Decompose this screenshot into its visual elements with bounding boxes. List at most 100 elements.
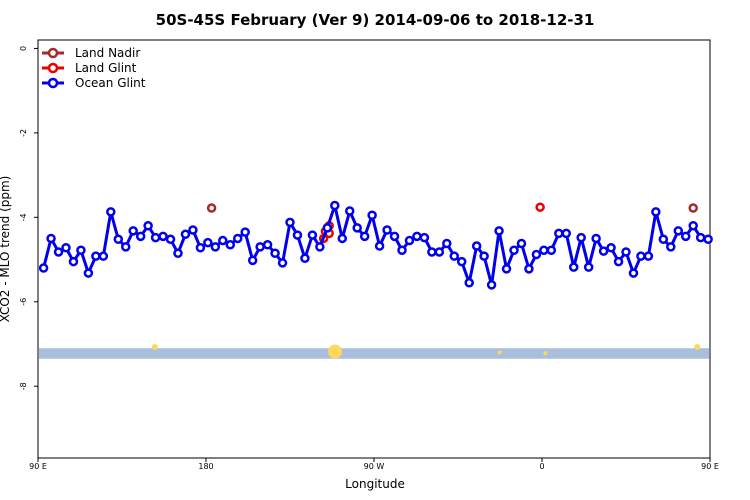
data-point-ocean-glint bbox=[561, 228, 572, 239]
data-point-ocean-glint bbox=[621, 247, 631, 257]
data-point-ocean-glint bbox=[203, 237, 213, 248]
data-point-ocean-glint bbox=[188, 225, 198, 235]
x-tick-label: 0 bbox=[539, 462, 544, 471]
data-point-ocean-glint bbox=[412, 231, 422, 242]
data-point-ocean-glint bbox=[218, 235, 228, 246]
data-point-ocean-glint bbox=[568, 262, 579, 272]
data-point-ocean-glint bbox=[143, 221, 153, 231]
data-point-ocean-glint bbox=[337, 233, 348, 244]
data-point-land-nadir bbox=[688, 203, 698, 213]
land-marker bbox=[694, 343, 701, 350]
data-point-ocean-glint bbox=[135, 231, 146, 242]
data-point-ocean-glint bbox=[83, 268, 94, 278]
data-point-ocean-glint bbox=[651, 207, 661, 217]
data-point-ocean-glint bbox=[292, 230, 303, 240]
data-point-ocean-glint bbox=[576, 232, 586, 243]
data-point-ocean-glint bbox=[658, 234, 669, 245]
data-point-ocean-glint bbox=[613, 256, 624, 267]
land-band bbox=[39, 348, 709, 359]
data-point-ocean-glint bbox=[98, 251, 109, 261]
chart-title: 50S-45S February (Ver 9) 2014-09-06 to 2… bbox=[156, 11, 595, 29]
data-point-ocean-glint bbox=[255, 242, 265, 252]
x-tick-label: 90 W bbox=[364, 462, 385, 471]
data-point-ocean-glint bbox=[367, 210, 377, 220]
data-point-ocean-glint bbox=[91, 251, 101, 261]
data-point-ocean-glint bbox=[165, 234, 176, 245]
data-point-ocean-glint bbox=[449, 251, 460, 261]
data-point-ocean-glint bbox=[434, 247, 445, 257]
y-tick-label: 0 bbox=[19, 46, 28, 51]
data-point-ocean-glint bbox=[680, 231, 691, 242]
data-point-ocean-glint bbox=[300, 253, 310, 264]
data-point-ocean-glint bbox=[225, 240, 236, 250]
y-tick-label: -6 bbox=[19, 298, 28, 306]
data-point-ocean-glint bbox=[262, 240, 273, 250]
data-point-ocean-glint bbox=[419, 232, 430, 243]
data-point-ocean-glint bbox=[359, 231, 370, 242]
data-point-ocean-glint bbox=[703, 234, 713, 245]
data-point-land-glint bbox=[535, 202, 545, 212]
series-layer bbox=[38, 200, 713, 290]
data-point-ocean-glint bbox=[509, 245, 519, 256]
data-point-ocean-glint bbox=[598, 246, 609, 256]
data-point-ocean-glint bbox=[628, 268, 639, 278]
land-marker bbox=[328, 344, 343, 359]
data-point-ocean-glint bbox=[285, 217, 295, 228]
x-axis: 90 E 180 90 W 0 90 E bbox=[29, 458, 719, 471]
x-tick-label: 90 E bbox=[701, 462, 719, 471]
data-point-ocean-glint bbox=[106, 207, 116, 217]
data-point-ocean-glint bbox=[344, 206, 355, 216]
legend-label-land-glint: Land Glint bbox=[75, 61, 137, 75]
data-point-ocean-glint bbox=[389, 231, 400, 242]
data-point-ocean-glint bbox=[471, 241, 482, 251]
data-point-ocean-glint bbox=[456, 256, 467, 267]
data-point-ocean-glint bbox=[673, 226, 684, 236]
data-point-ocean-glint bbox=[150, 232, 161, 243]
data-point-ocean-glint bbox=[352, 223, 362, 233]
land-marker bbox=[543, 351, 548, 356]
data-point-ocean-glint bbox=[606, 242, 616, 253]
data-point-ocean-glint bbox=[464, 278, 474, 288]
data-point-ocean-glint bbox=[397, 245, 407, 256]
data-point-ocean-glint bbox=[501, 264, 512, 274]
data-point-ocean-glint bbox=[68, 256, 79, 267]
data-point-ocean-glint bbox=[531, 249, 542, 260]
legend-marker-land-glint bbox=[47, 62, 59, 74]
data-point-ocean-glint bbox=[76, 245, 86, 256]
data-point-ocean-glint bbox=[210, 242, 221, 252]
data-point-ocean-glint bbox=[494, 226, 504, 236]
legend-marker-ocean-glint bbox=[47, 77, 59, 89]
data-point-ocean-glint bbox=[270, 248, 280, 258]
data-point-ocean-glint bbox=[486, 280, 497, 290]
data-point-ocean-glint bbox=[53, 247, 64, 257]
data-point-ocean-glint bbox=[382, 225, 392, 235]
data-point-ocean-glint bbox=[46, 233, 56, 244]
y-tick-label: -8 bbox=[19, 382, 28, 390]
data-point-ocean-glint bbox=[688, 221, 698, 231]
data-point-ocean-glint bbox=[61, 242, 71, 253]
data-point-ocean-glint bbox=[180, 229, 191, 239]
y-axis-label: XCO2 - MLO trend (ppm) bbox=[0, 176, 12, 323]
y-axis: 0 -2 -4 -6 -8 bbox=[19, 46, 38, 390]
data-point-ocean-glint bbox=[442, 238, 452, 249]
data-point-ocean-glint bbox=[516, 238, 527, 249]
data-point-ocean-glint bbox=[695, 232, 706, 243]
data-point-ocean-glint bbox=[113, 234, 124, 245]
data-point-ocean-glint bbox=[307, 230, 318, 240]
data-point-ocean-glint bbox=[643, 251, 654, 261]
data-point-ocean-glint bbox=[315, 242, 325, 252]
data-point-ocean-glint bbox=[636, 251, 646, 261]
data-point-ocean-glint bbox=[374, 241, 385, 251]
legend-label-ocean-glint: Ocean Glint bbox=[75, 76, 146, 90]
data-point-ocean-glint bbox=[322, 223, 333, 233]
x-tick-label: 180 bbox=[198, 462, 213, 471]
y-tick-label: -4 bbox=[19, 213, 28, 221]
data-point-ocean-glint bbox=[128, 226, 138, 236]
data-point-ocean-glint bbox=[479, 251, 489, 261]
data-point-ocean-glint bbox=[427, 247, 437, 257]
data-point-land-nadir bbox=[206, 203, 217, 213]
data-point-ocean-glint bbox=[546, 245, 557, 256]
legend-label-land-nadir: Land Nadir bbox=[75, 46, 140, 60]
data-point-ocean-glint bbox=[195, 242, 206, 253]
